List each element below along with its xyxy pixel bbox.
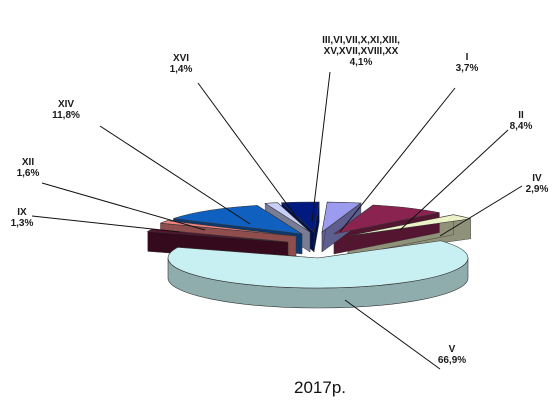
chart-title: 2017р. <box>294 378 346 397</box>
slice-label: V 66,9% <box>438 344 466 366</box>
slice-value-label: 1,4% <box>170 64 193 75</box>
slice-name-label: V <box>449 344 456 355</box>
leader-line <box>439 185 523 237</box>
leader-line <box>31 215 181 233</box>
slice-label: XVI 1,4% <box>170 53 193 75</box>
slice-label: I 3,7% <box>456 52 479 74</box>
slice-name-label: XV,XVII,XVIII,XX <box>324 46 399 57</box>
slice-value-label: 3,7% <box>456 63 479 74</box>
slice-label: XIV 11,8% <box>52 99 80 121</box>
leader-line <box>339 87 456 233</box>
slice-label: XII 1,6% <box>17 157 40 179</box>
slice-value-label: 4,1% <box>350 57 373 68</box>
slice-label: IV 2,9% <box>526 173 549 195</box>
leader-line <box>99 125 251 225</box>
pie-slice-i <box>321 201 362 233</box>
slice-value-label: 8,4% <box>510 121 533 132</box>
pie-slice-ii <box>333 204 440 235</box>
leader-line <box>344 299 441 370</box>
slice-name-label: IV <box>532 173 542 184</box>
leader-line <box>311 71 331 223</box>
leader-line <box>41 182 206 231</box>
slice-name-label: I <box>466 52 469 63</box>
slice-value-label: 66,9% <box>438 355 466 366</box>
pie-slice-xiv <box>173 205 303 235</box>
pie-slice-xvi <box>264 202 311 233</box>
slice-label: IX 1,3% <box>11 207 34 229</box>
slice-label: II 8,4% <box>510 110 533 132</box>
slice-value-label: 2,9% <box>526 184 549 195</box>
slice-name-label: IX <box>17 207 27 218</box>
slice-value-label: 1,3% <box>11 218 34 229</box>
pie-slice-iv <box>347 214 471 237</box>
slice-name-label: III,VI,VII,X,XI,XIII, <box>322 35 400 46</box>
slice-name-label: XII <box>22 157 34 168</box>
leader-line <box>399 129 509 231</box>
slice-name-label: XVI <box>173 53 189 64</box>
slice-value-label: 1,6% <box>17 168 40 179</box>
slice-name-label: XIV <box>58 99 74 110</box>
slice-value-label: 11,8% <box>52 110 80 121</box>
slice-name-label: II <box>518 110 524 121</box>
pie-labels: I 3,7%II 8,4%IV 2,9%V 66,9%IX 1,3%XII 1,6%XIV 1… <box>11 35 549 370</box>
leader-line <box>197 82 301 223</box>
pie-slice-tops <box>146 201 471 289</box>
pie-slice-xii <box>160 220 297 237</box>
pie-slice-v <box>167 240 469 289</box>
slice-label: III,VI,VII,X,XI,XIII, XV,XVII,XVIII,XX 4,1… <box>322 35 400 68</box>
